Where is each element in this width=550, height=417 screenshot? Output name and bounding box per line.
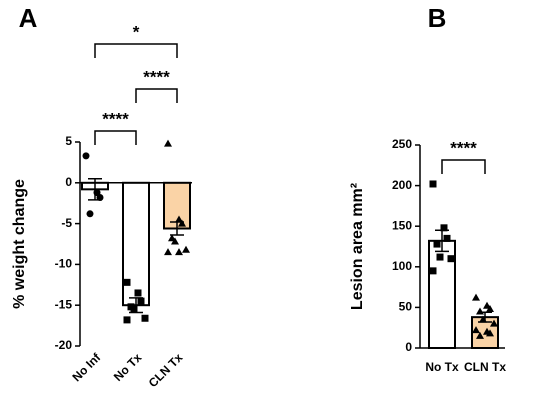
y-tick-label: 0 <box>405 340 412 354</box>
panel-label: B <box>428 3 447 33</box>
significance-bracket <box>135 88 178 103</box>
data-point <box>175 215 183 223</box>
y-tick-label: -5 <box>61 216 72 230</box>
data-point <box>123 316 131 324</box>
significance-bracket <box>441 159 486 174</box>
y-tick-label: -15 <box>55 297 73 311</box>
data-point <box>490 319 498 327</box>
data-point <box>429 180 437 188</box>
x-tick-label: CLN Tx <box>464 360 506 374</box>
data-point <box>486 305 494 313</box>
bar <box>122 181 150 307</box>
data-point <box>436 253 444 261</box>
x-tick-label: No Tx <box>425 360 459 374</box>
data-point <box>130 305 138 313</box>
significance-bracket <box>94 130 137 145</box>
panel-label: A <box>19 3 38 33</box>
y-tick-label: 250 <box>392 137 412 151</box>
y-axis-title: % weight change <box>11 179 28 309</box>
data-point <box>175 248 183 256</box>
significance-label: **** <box>102 109 129 128</box>
x-tick-label: CLN Tx <box>146 350 186 390</box>
data-point <box>123 278 131 286</box>
y-tick-label: 0 <box>65 175 72 189</box>
data-point <box>476 331 484 339</box>
y-tick-label: 5 <box>65 134 72 148</box>
y-axis-title: Lesion area mm² <box>349 183 366 310</box>
data-point <box>433 240 441 248</box>
data-point <box>141 314 149 322</box>
y-tick-label: 200 <box>392 178 412 192</box>
data-point <box>476 307 484 315</box>
y-tick-label: 150 <box>392 218 412 232</box>
y-tick-label: 50 <box>399 300 413 314</box>
data-point <box>479 315 487 323</box>
data-point <box>429 267 437 275</box>
x-tick-label: No Inf <box>69 350 104 385</box>
y-tick-label: -20 <box>55 338 73 352</box>
data-point <box>82 152 90 160</box>
data-point <box>164 139 172 147</box>
significance-label: **** <box>143 67 170 86</box>
y-tick-label: -10 <box>55 257 73 271</box>
y-tick-label: 100 <box>392 259 412 273</box>
data-point <box>96 193 104 201</box>
data-point <box>443 234 451 242</box>
data-point <box>440 224 448 232</box>
data-point <box>164 248 172 256</box>
data-point <box>137 297 145 305</box>
data-point <box>171 237 179 245</box>
data-point <box>86 210 94 218</box>
data-point <box>472 326 480 334</box>
significance-label: * <box>133 22 140 41</box>
data-point <box>447 255 455 263</box>
data-point <box>178 219 186 227</box>
data-point <box>134 289 142 297</box>
significance-bracket <box>94 43 178 58</box>
data-point <box>182 245 190 253</box>
data-point <box>472 293 480 301</box>
significance-label: **** <box>450 138 477 157</box>
data-point <box>486 329 494 337</box>
x-tick-label: No Tx <box>111 350 145 384</box>
